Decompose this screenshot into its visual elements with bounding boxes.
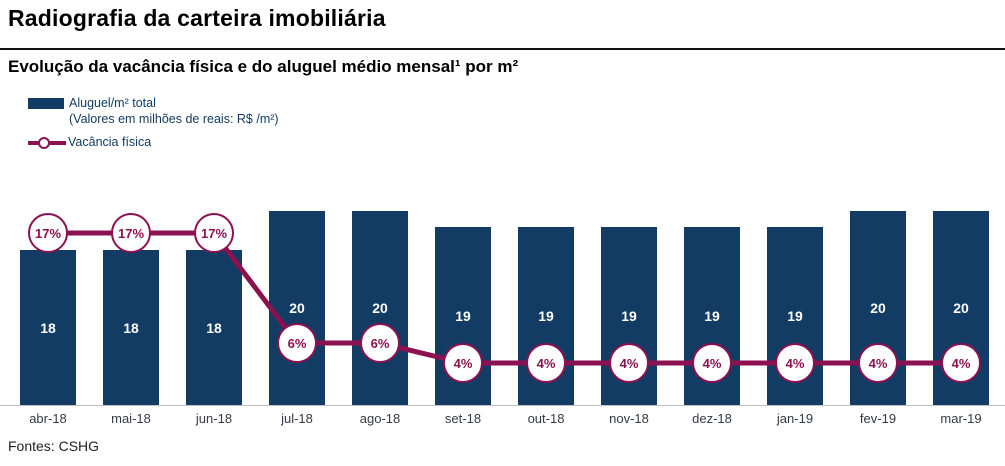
vacancy-value-label: 17% <box>35 226 61 241</box>
vacancy-marker <box>194 213 234 253</box>
x-axis-label-dez-18: dez-18 <box>692 411 732 426</box>
x-axis-label-jul-18: jul-18 <box>281 411 313 426</box>
bar-set-18: 19 <box>435 227 491 405</box>
x-axis-label-ago-18: ago-18 <box>359 411 401 426</box>
legend-label-vacancia: Vacância física <box>68 135 152 149</box>
bar-nov-18: 19 <box>601 227 657 405</box>
bar-out-18: 19 <box>518 227 574 405</box>
bar-ago-18: 20 <box>352 211 408 405</box>
bar-abr-18: 18 <box>20 250 76 405</box>
bar-value-label: 20 <box>289 300 305 316</box>
x-axis-label-out-18: out-18 <box>527 411 565 426</box>
bar-value-label: 19 <box>621 308 637 324</box>
x-axis-label-nov-18: nov-18 <box>609 411 649 426</box>
bar-value-label: 19 <box>787 308 803 324</box>
bar-mai-18: 18 <box>103 250 159 405</box>
vacancy-line <box>48 230 961 366</box>
bar-swatch-icon <box>28 97 64 109</box>
bar-jun-18: 18 <box>186 250 242 405</box>
x-axis-label-abr-18: abr-18 <box>29 411 67 426</box>
bar-jan-19: 19 <box>767 227 823 405</box>
vacancy-marker <box>111 213 151 253</box>
bar-value-label: 19 <box>704 308 720 324</box>
legend-item-vacancia: Vacância física <box>28 134 279 150</box>
line-marker-icon <box>28 136 66 149</box>
legend-label-aluguel: Aluguel/m² total <box>69 96 156 110</box>
bar-value-label: 18 <box>206 319 222 336</box>
bar-value-label: 18 <box>40 319 56 336</box>
bar-dez-18: 19 <box>684 227 740 405</box>
bar-fev-19: 20 <box>850 211 906 405</box>
legend-item-aluguel: Aluguel/m² total <box>28 95 279 111</box>
vacancy-marker <box>28 213 68 253</box>
x-axis-label-jun-18: jun-18 <box>195 411 233 426</box>
bar-value-label: 19 <box>538 308 554 324</box>
x-axis: abr-18 mai-18 jun-18 jul-18 ago-18 set-18 out-… <box>0 411 1005 429</box>
bar-mar-19: 20 <box>933 211 989 405</box>
chart-area: 18 18 18 20 20 19 19 19 19 19 20 20 17% 17% 17% 6% 6% 4% 4… <box>0 205 1005 406</box>
title-divider <box>0 48 1005 50</box>
x-axis-label-set-18: set-18 <box>444 411 482 426</box>
legend-sublabel-aluguel: (Valores em milhões de reais: R$ /m²) <box>69 112 279 126</box>
x-axis-label-fev-19: fev-19 <box>859 411 897 426</box>
bar-value-label: 20 <box>870 300 886 316</box>
source-note: Fontes: CSHG <box>8 438 100 454</box>
bar-value-label: 20 <box>953 300 969 316</box>
vacancy-value-label: 17% <box>201 226 227 241</box>
page-title: Radiografia da carteira imobiliária <box>8 5 386 31</box>
chart-legend: Aluguel/m² total (Valores em milhões de … <box>28 95 279 150</box>
vacancy-value-label: 17% <box>118 226 144 241</box>
bar-value-label: 19 <box>455 308 471 324</box>
x-axis-label-jan-19: jan-19 <box>776 411 814 426</box>
bar-jul-18: 20 <box>269 211 325 405</box>
chart-title: Evolução da vacância física e do aluguel… <box>8 57 519 76</box>
bar-value-label: 20 <box>372 300 388 316</box>
x-axis-label-mar-19: mar-19 <box>940 411 982 426</box>
x-axis-label-mai-18: mai-18 <box>111 411 151 426</box>
bar-value-label: 18 <box>123 319 139 336</box>
